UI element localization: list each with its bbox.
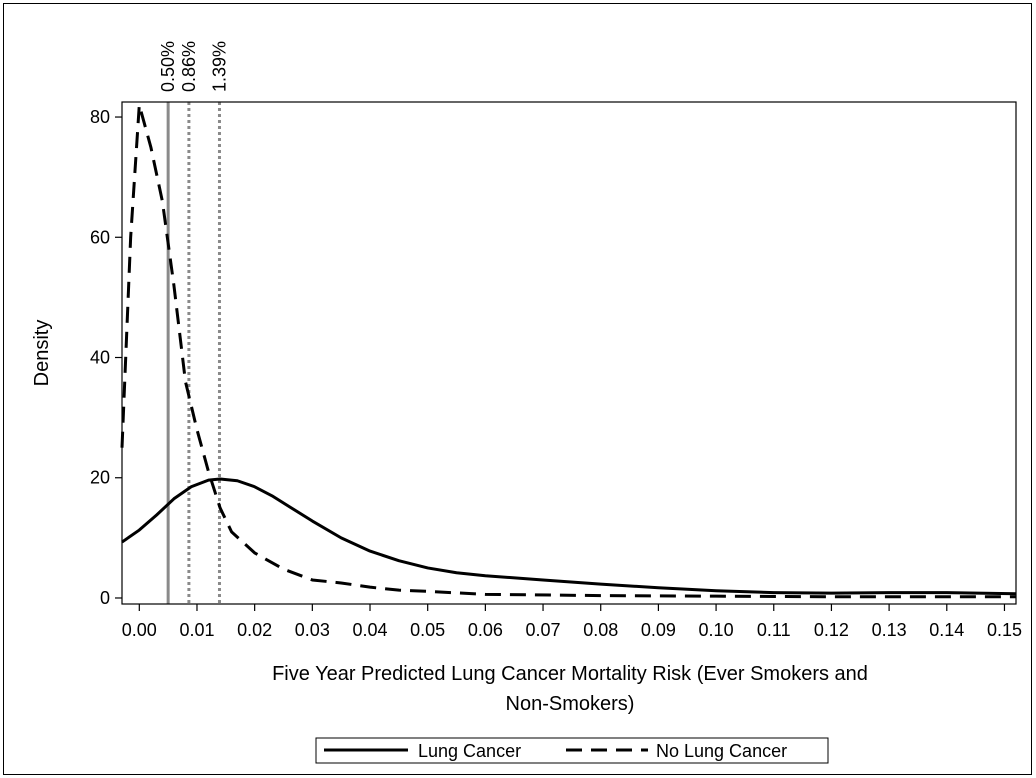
y-tick-label: 20 xyxy=(90,468,110,488)
y-tick-label: 60 xyxy=(90,227,110,247)
chart-frame xyxy=(3,3,1032,775)
x-tick-label: 0.05 xyxy=(410,620,445,640)
x-tick-label: 0.04 xyxy=(352,620,387,640)
x-tick-label: 0.11 xyxy=(757,620,791,640)
x-tick-label: 0.07 xyxy=(526,620,561,640)
x-tick-label: 0.13 xyxy=(872,620,907,640)
x-axis: 0.00 0.01 0.02 0.03 0.04 0.05 0.06 0.07 0.08 0.09… xyxy=(122,604,1022,640)
x-tick-label: 0.06 xyxy=(468,620,503,640)
series-line-lung-cancer xyxy=(121,477,1017,596)
y-tick-label: 0 xyxy=(100,588,110,608)
x-axis-title-line-2: Non-Smokers) xyxy=(506,693,635,715)
x-tick-label: 0.15 xyxy=(987,620,1022,640)
x-tick-label: 0.03 xyxy=(295,620,330,640)
y-axis-title: Density xyxy=(31,320,53,387)
reference-line-label-1: 0.50% xyxy=(158,41,178,92)
reference-line-label-3: 1.39% xyxy=(209,41,229,92)
x-tick-label: 0.08 xyxy=(583,620,618,640)
x-tick-label: 0.00 xyxy=(122,620,157,640)
x-tick-label: 0.09 xyxy=(641,620,676,640)
x-tick-label: 0.14 xyxy=(929,620,964,640)
series-line-no-lung-cancer xyxy=(120,103,1016,599)
x-axis-title-line-1: Five Year Predicted Lung Cancer Mortalit… xyxy=(272,663,868,685)
y-tick-label: 80 xyxy=(90,107,110,127)
series-layer xyxy=(120,103,1017,599)
y-axis: 0 20 40 60 80 xyxy=(90,107,122,608)
x-tick-label: 0.10 xyxy=(699,620,734,640)
reference-lines xyxy=(166,102,221,604)
x-tick-label: 0.01 xyxy=(179,620,214,640)
x-tick-label: 0.02 xyxy=(237,620,272,640)
reference-line-label-2: 0.86% xyxy=(179,41,199,92)
legend-label-no-lung-cancer: No Lung Cancer xyxy=(656,741,787,761)
x-tick-label: 0.12 xyxy=(814,620,849,640)
legend: Lung Cancer No Lung Cancer xyxy=(315,737,829,764)
legend-label-lung-cancer: Lung Cancer xyxy=(418,741,521,761)
plot-area-border xyxy=(121,101,1017,605)
reference-line-labels: 0.50% 0.86% 1.39% xyxy=(158,41,229,92)
y-tick-label: 40 xyxy=(90,348,110,368)
